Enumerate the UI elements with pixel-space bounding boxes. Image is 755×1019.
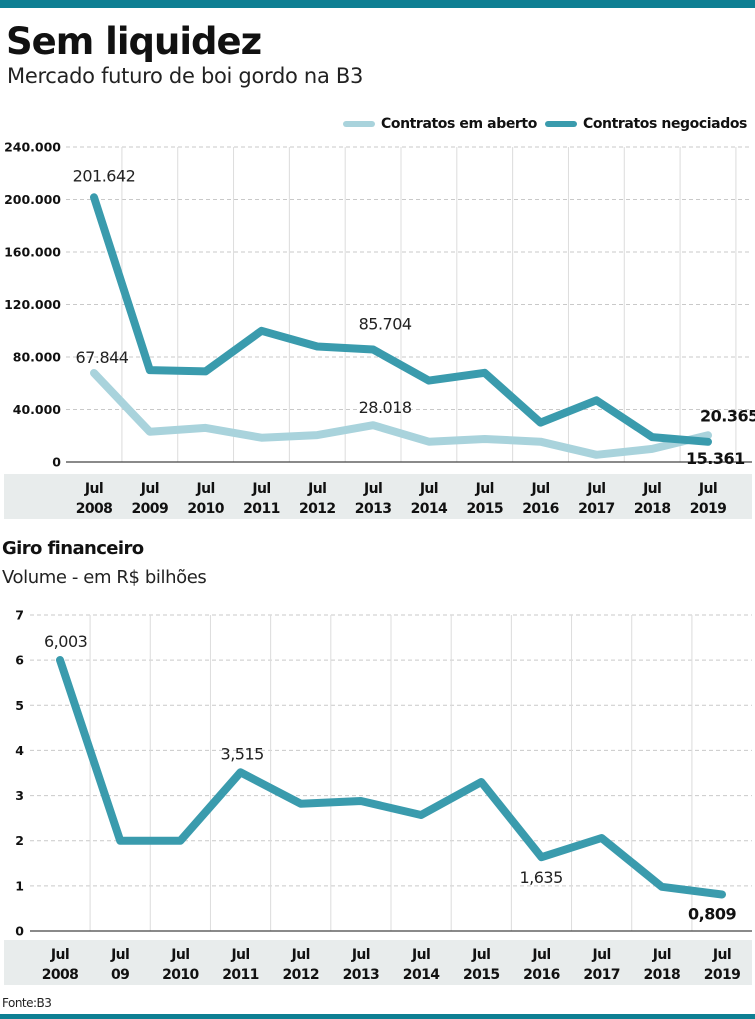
y-tick-label: 0 xyxy=(15,924,24,939)
y-tick-label: 6 xyxy=(15,653,24,668)
x-tick-label-year: 2013 xyxy=(343,967,380,983)
x-tick-label-year: 2016 xyxy=(523,967,560,983)
x-axis-band xyxy=(4,940,752,985)
data-label: 28.018 xyxy=(359,398,412,417)
x-tick-label-month: Jul xyxy=(363,481,382,497)
x-tick-label-year: 2012 xyxy=(282,967,319,983)
source-note: Fonte:B3 xyxy=(2,996,52,1010)
x-tick-label-month: Jul xyxy=(475,481,494,497)
x-tick-label-year: 2015 xyxy=(466,501,503,517)
x-tick-label-month: Jul xyxy=(140,481,159,497)
x-tick-label-year: 2013 xyxy=(355,501,392,517)
y-tick-label: 200.000 xyxy=(4,192,61,207)
y-tick-label: 40.000 xyxy=(13,402,62,417)
chart-financial-volume: 0 1 2 3 4 5 6 7 Jul 2008 Jul 09 Jul 2010 Jul 2011 Jul 201… xyxy=(4,608,752,985)
x-tick-label-year: 2018 xyxy=(634,501,671,517)
x-tick-label-month: Jul xyxy=(652,947,671,963)
x-tick-label-year: 2012 xyxy=(299,501,336,517)
legend-item-traded-contracts: Contratos negociados xyxy=(544,116,747,132)
x-tick-label-month: Jul xyxy=(170,947,189,963)
x-tick-label-year: 2011 xyxy=(243,501,280,517)
x-tick-label-month: Jul xyxy=(419,481,438,497)
y-tick-label: 160.000 xyxy=(4,245,61,260)
x-tick-label-month: Jul xyxy=(251,481,270,497)
series-line-contratos-negociados xyxy=(90,193,712,446)
x-tick-label-year: 09 xyxy=(111,967,129,983)
x-tick-label-month: Jul xyxy=(586,481,605,497)
x-tick-label-month: Jul xyxy=(84,481,103,497)
data-label: 20.365 xyxy=(700,406,755,425)
x-tick-label-year: 2008 xyxy=(42,967,79,983)
x-tick-label-month: Jul xyxy=(592,947,611,963)
legend-label-open-contracts: Contratos em aberto xyxy=(380,116,537,132)
chart-contracts: 0 40.000 80.000 120.000 160.000 200.000 240.00… xyxy=(4,140,755,519)
legend-label-traded-contracts: Contratos negociados xyxy=(582,116,747,132)
x-tick-label-month: Jul xyxy=(712,947,731,963)
chart2-subtitle: Volume - em R$ bilhões xyxy=(2,567,207,588)
x-tick-label-year: 2017 xyxy=(578,501,615,517)
data-label: 15.361 xyxy=(686,449,745,468)
x-tick-label-year: 2019 xyxy=(704,967,741,983)
data-label: 201.642 xyxy=(73,166,136,185)
x-tick-label-month: Jul xyxy=(230,947,249,963)
x-tick-label-year: 2014 xyxy=(403,967,440,983)
x-tick-label-year: 2018 xyxy=(644,967,681,983)
x-tick-label-year: 2008 xyxy=(76,501,113,517)
x-axis-band xyxy=(4,474,752,519)
data-label: 1,635 xyxy=(519,868,562,887)
x-tick-label-month: Jul xyxy=(531,947,550,963)
x-tick-label-year: 2019 xyxy=(690,501,727,517)
y-tick-label: 1 xyxy=(15,878,24,893)
y-tick-label: 240.000 xyxy=(4,140,61,155)
x-tick-label-month: Jul xyxy=(698,481,717,497)
x-tick-label-month: Jul xyxy=(530,481,549,497)
x-tick-label-year: 2016 xyxy=(522,501,559,517)
x-tick-label-month: Jul xyxy=(196,481,215,497)
page-subtitle: Mercado futuro de boi gordo na B3 xyxy=(7,64,364,88)
x-tick-label-month: Jul xyxy=(351,947,370,963)
x-tick-label-year: 2009 xyxy=(132,501,169,517)
x-tick-label-year: 2010 xyxy=(187,501,224,517)
y-tick-label: 120.000 xyxy=(4,297,61,312)
x-tick-label-month: Jul xyxy=(307,481,326,497)
legend-item-open-contracts: Contratos em aberto xyxy=(342,116,537,132)
data-label: 6,003 xyxy=(44,632,87,651)
x-tick-label-year: 2017 xyxy=(583,967,620,983)
y-tick-label: 2 xyxy=(15,833,24,848)
x-tick-label-year: 2015 xyxy=(463,967,500,983)
legend-swatch-traded-contracts xyxy=(544,121,577,127)
series-line-volume-r-bilh-es- xyxy=(56,656,726,899)
x-tick-label-year: 2014 xyxy=(411,501,448,517)
x-tick-label-year: 2010 xyxy=(162,967,199,983)
x-tick-label-month: Jul xyxy=(471,947,490,963)
x-tick-label-month: Jul xyxy=(291,947,310,963)
x-tick-label-month: Jul xyxy=(110,947,129,963)
x-tick-label-month: Jul xyxy=(411,947,430,963)
y-tick-label: 80.000 xyxy=(13,350,62,365)
y-tick-label: 4 xyxy=(15,743,24,758)
y-tick-label: 3 xyxy=(15,788,24,803)
series-line-contratos-em-aberto xyxy=(90,369,712,459)
data-label: 3,515 xyxy=(221,744,264,763)
chart2-title: Giro financeiro xyxy=(2,538,144,559)
x-tick-label-year: 2011 xyxy=(222,967,259,983)
data-label: 0,809 xyxy=(688,904,736,923)
y-tick-label: 5 xyxy=(15,698,24,713)
chart1-legend: Contratos em aberto Contratos negociados xyxy=(342,116,747,132)
data-label: 67.844 xyxy=(76,348,129,367)
page-title: Sem liquidez xyxy=(6,20,262,63)
y-tick-label: 0 xyxy=(52,455,61,470)
brand-top-bar xyxy=(0,0,755,8)
y-tick-label: 7 xyxy=(15,608,24,623)
legend-swatch-open-contracts xyxy=(342,121,375,127)
data-label: 85.704 xyxy=(359,315,412,334)
brand-bottom-bar xyxy=(0,1014,755,1019)
x-tick-label-month: Jul xyxy=(642,481,661,497)
x-tick-label-month: Jul xyxy=(50,947,69,963)
